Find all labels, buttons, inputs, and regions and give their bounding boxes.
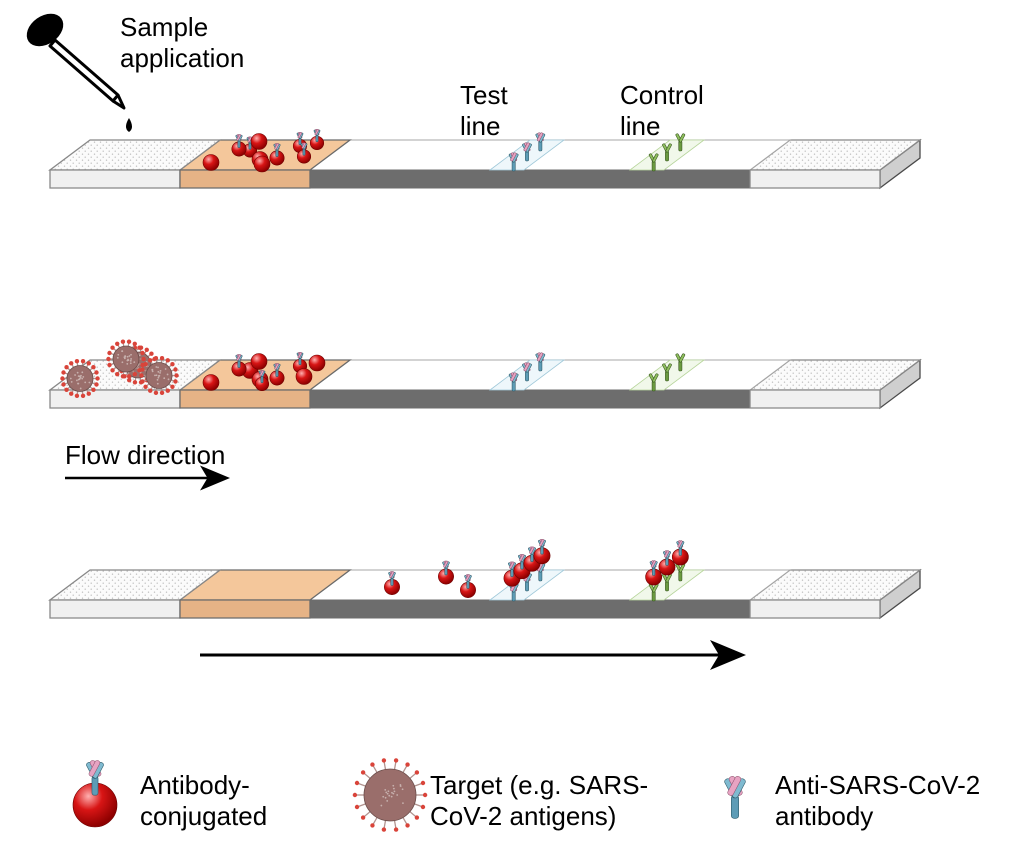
legend-conjugate-label: Antibody- conjugated — [140, 770, 267, 832]
label-test-line: Test line — [460, 80, 508, 142]
diagram-stage: Sample application Test line Control lin… — [0, 0, 1024, 855]
label-control-line: Control line — [620, 80, 704, 142]
dropper-icon — [21, 7, 132, 132]
legend-target-label: Target (e.g. SARS- CoV-2 antigens) — [430, 770, 648, 832]
label-flow-direction: Flow direction — [65, 440, 225, 471]
legend-target-icon — [353, 758, 428, 832]
diagram-svg — [0, 0, 1024, 855]
legend-antibody-icon — [724, 775, 747, 818]
test-strip — [50, 340, 920, 408]
label-sample-application: Sample application — [120, 12, 244, 74]
legend-antibody-label: Anti-SARS-CoV-2 antibody — [775, 770, 980, 832]
legend-conjugate-icon — [73, 760, 117, 827]
test-strip — [50, 539, 920, 618]
